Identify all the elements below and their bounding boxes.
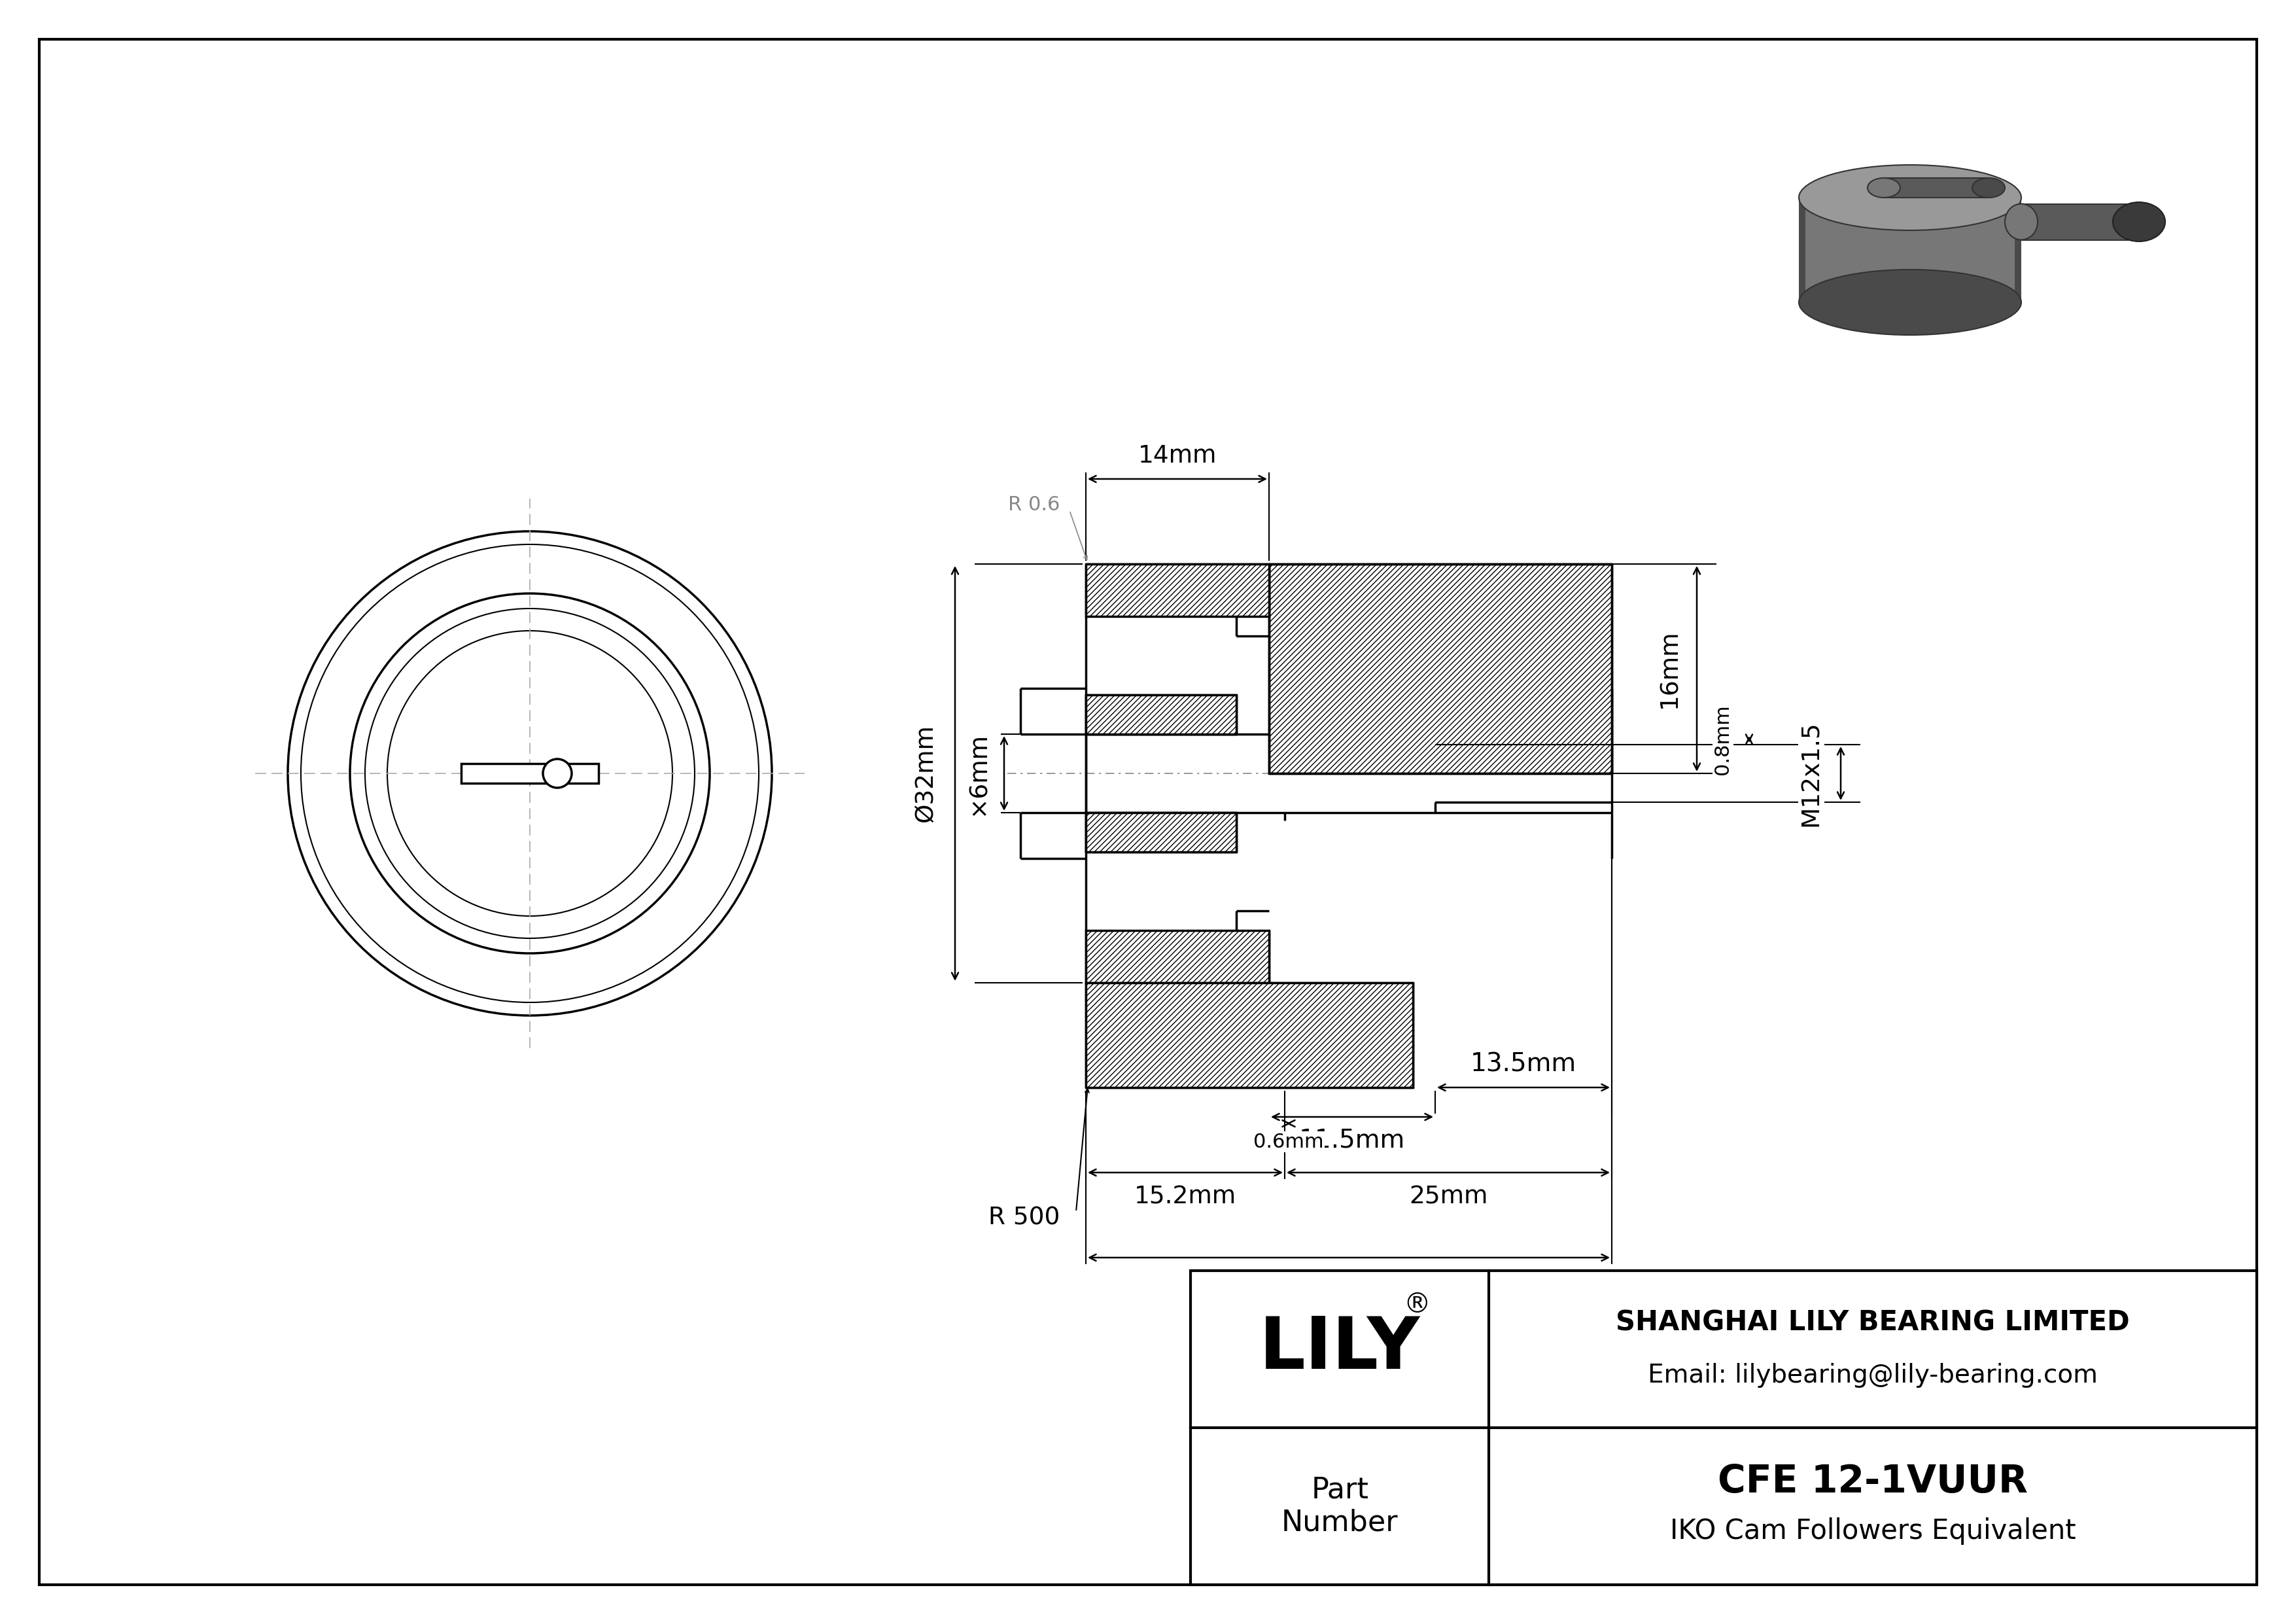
Text: 40.2mm: 40.2mm: [1297, 1270, 1401, 1294]
Bar: [1885, 179, 1988, 198]
Text: IKO Cam Followers Equivalent: IKO Cam Followers Equivalent: [1669, 1517, 2076, 1544]
Text: ®: ®: [1403, 1291, 1430, 1319]
Text: 13.5mm: 13.5mm: [1469, 1052, 1577, 1077]
Text: 25mm: 25mm: [1410, 1186, 1488, 1210]
Ellipse shape: [2004, 205, 2037, 240]
Bar: [1192, 1270, 2257, 1585]
Text: R 500: R 500: [987, 1207, 1061, 1229]
Text: Part
Number: Part Number: [1281, 1476, 1398, 1536]
Text: CFE 12-1VUUR: CFE 12-1VUUR: [1717, 1463, 2027, 1501]
Text: R 0.6: R 0.6: [1008, 495, 1061, 515]
Bar: [1086, 564, 1270, 617]
Text: LILY: LILY: [1258, 1314, 1421, 1384]
Ellipse shape: [1798, 270, 2020, 335]
Circle shape: [542, 758, 572, 788]
Text: 16mm: 16mm: [1658, 628, 1681, 708]
Text: SHANGHAI LILY BEARING LIMITED: SHANGHAI LILY BEARING LIMITED: [1616, 1309, 2131, 1337]
Text: 15.2mm: 15.2mm: [1134, 1186, 1235, 1210]
Text: 0.8mm: 0.8mm: [1713, 705, 1733, 775]
Text: 11.5mm: 11.5mm: [1300, 1127, 1405, 1153]
Bar: [1086, 931, 1270, 983]
Ellipse shape: [2112, 201, 2165, 242]
Ellipse shape: [1972, 179, 2004, 198]
Text: Ø32mm: Ø32mm: [914, 724, 937, 822]
Bar: [2020, 205, 2140, 240]
Text: 0.6mm: 0.6mm: [1254, 1132, 1325, 1151]
Text: M12x1.5: M12x1.5: [1800, 721, 1823, 827]
Bar: [1270, 564, 1612, 773]
Ellipse shape: [2124, 205, 2156, 240]
Text: Email: lilybearing@lily-bearing.com: Email: lilybearing@lily-bearing.com: [1649, 1363, 2099, 1389]
Text: ×6mm: ×6mm: [967, 731, 990, 815]
Bar: [1086, 812, 1235, 853]
Ellipse shape: [1798, 166, 2020, 231]
Bar: [1798, 198, 2020, 302]
Bar: [1086, 983, 1412, 1088]
Bar: [461, 763, 599, 783]
Ellipse shape: [1867, 179, 1901, 198]
Bar: [2014, 198, 2020, 302]
Bar: [1086, 695, 1235, 734]
Bar: [1798, 198, 1805, 302]
Text: 14mm: 14mm: [1139, 445, 1217, 468]
